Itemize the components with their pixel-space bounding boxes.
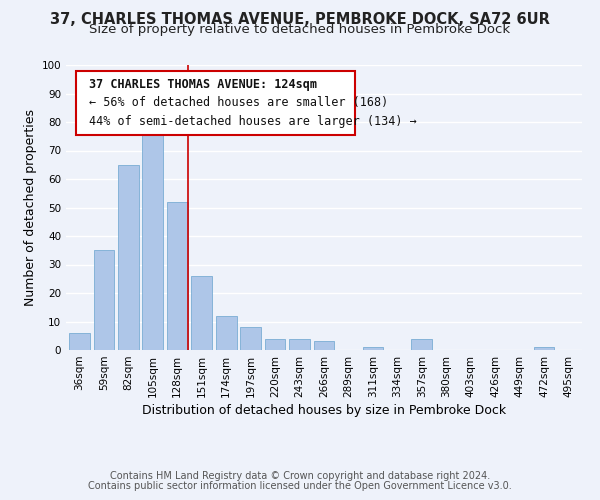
Text: 37, CHARLES THOMAS AVENUE, PEMBROKE DOCK, SA72 6UR: 37, CHARLES THOMAS AVENUE, PEMBROKE DOCK…: [50, 12, 550, 28]
Text: 37 CHARLES THOMAS AVENUE: 124sqm: 37 CHARLES THOMAS AVENUE: 124sqm: [89, 78, 317, 91]
Text: Contains HM Land Registry data © Crown copyright and database right 2024.: Contains HM Land Registry data © Crown c…: [110, 471, 490, 481]
Bar: [289, 338, 310, 350]
Bar: [216, 316, 236, 350]
Bar: [167, 202, 188, 350]
FancyBboxPatch shape: [76, 70, 355, 135]
Bar: [191, 276, 212, 350]
X-axis label: Distribution of detached houses by size in Pembroke Dock: Distribution of detached houses by size …: [142, 404, 506, 417]
Bar: [265, 338, 286, 350]
Bar: [94, 250, 114, 350]
Bar: [142, 130, 163, 350]
Bar: [118, 165, 139, 350]
Text: Contains public sector information licensed under the Open Government Licence v3: Contains public sector information licen…: [88, 481, 512, 491]
Text: Size of property relative to detached houses in Pembroke Dock: Size of property relative to detached ho…: [89, 22, 511, 36]
Bar: [534, 347, 554, 350]
Y-axis label: Number of detached properties: Number of detached properties: [25, 109, 37, 306]
Bar: [314, 342, 334, 350]
Bar: [240, 327, 261, 350]
Bar: [412, 338, 432, 350]
Bar: [362, 347, 383, 350]
Bar: [69, 333, 90, 350]
Text: 44% of semi-detached houses are larger (134) →: 44% of semi-detached houses are larger (…: [89, 115, 417, 128]
Text: ← 56% of detached houses are smaller (168): ← 56% of detached houses are smaller (16…: [89, 96, 388, 110]
